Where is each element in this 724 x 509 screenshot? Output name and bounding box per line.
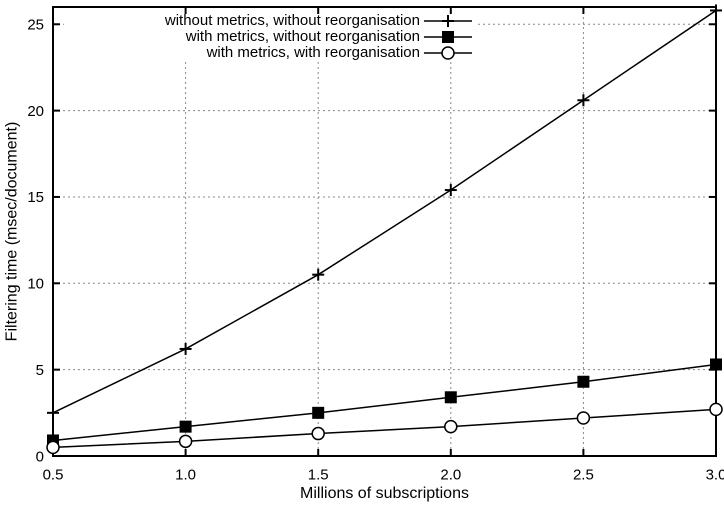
series-line-0 <box>52 9 717 414</box>
series-line-2 <box>52 408 717 449</box>
series-2-marker-circle-icon <box>444 419 458 434</box>
series-2-marker-circle-icon <box>576 411 591 425</box>
legend-label-series-1: with metrics, without reorganisation <box>185 28 420 45</box>
series-line-1 <box>52 363 717 442</box>
series-1-marker-square-icon <box>710 358 722 371</box>
legend-sample-1-square-icon <box>442 31 454 43</box>
x-tick-label: 1.0 <box>175 466 196 483</box>
series-2-marker-circle-icon <box>311 426 325 441</box>
y-tick-label: 20 <box>27 103 44 120</box>
x-tick-label: 0.5 <box>43 466 64 483</box>
series-2-marker-circle-icon <box>709 402 723 417</box>
y-axis-title: Filtering time (msec/document) <box>3 121 21 342</box>
legend-label-series-2: with metrics, with reorganisation <box>206 44 420 61</box>
x-tick-label: 3.0 <box>706 466 724 483</box>
series-2-marker-circle-icon <box>178 434 193 449</box>
y-tick-label: 10 <box>27 276 44 293</box>
series-1-marker-square-icon <box>179 420 192 433</box>
x-tick-label: 2.0 <box>440 466 461 483</box>
legend-label-series-0: without metrics, without reorganisation <box>164 12 420 29</box>
x-tick-label: 1.5 <box>308 466 329 483</box>
y-tick-label: 15 <box>27 189 44 206</box>
series-1-marker-square-icon <box>312 406 325 419</box>
series-2-marker-circle-icon <box>46 440 60 455</box>
plot-border <box>52 6 717 457</box>
y-tick-label: 0 <box>36 448 44 465</box>
x-tick-label: 2.5 <box>573 466 594 483</box>
series-1-marker-square-icon <box>444 391 457 404</box>
legend-sample-2-circle-icon <box>441 46 455 60</box>
x-axis-title: Millions of subscriptions <box>300 485 469 502</box>
series-1-marker-square-icon <box>577 375 590 388</box>
legend-backdrop <box>64 9 478 62</box>
y-tick-label: 25 <box>27 17 44 34</box>
y-tick-label: 5 <box>36 362 44 379</box>
